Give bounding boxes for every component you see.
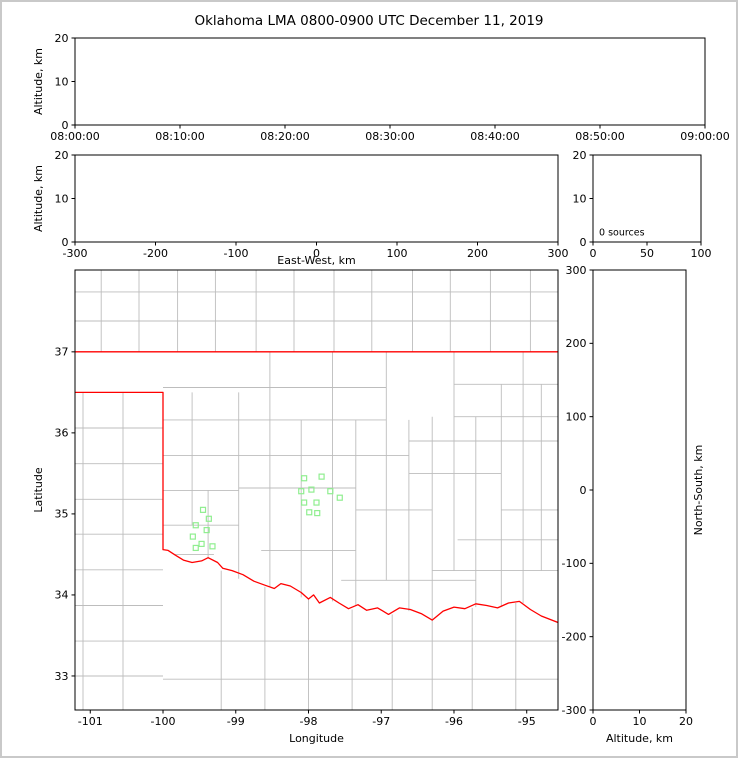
lma-station-marker <box>327 488 334 495</box>
x-tick-label: -98 <box>300 715 318 728</box>
x-tick-label: -200 <box>143 247 168 260</box>
x-tick-label: 08:30:00 <box>365 130 414 143</box>
x-tick-label: 100 <box>691 247 712 260</box>
x-tick-label: 0 <box>590 715 597 728</box>
lma-station-marker <box>318 473 325 480</box>
lma-station-marker <box>301 499 308 506</box>
x-tick-label: 08:40:00 <box>470 130 519 143</box>
x-tick-label: 200 <box>467 247 488 260</box>
lma-station-marker <box>336 494 343 501</box>
y-axis-title: Altitude, km <box>32 48 45 115</box>
x-axis-title: Longitude <box>289 732 344 745</box>
lma-station-marker <box>192 522 199 529</box>
x-tick-label: 0 <box>590 247 597 260</box>
lma-station-marker <box>189 533 196 540</box>
y-tick-label: 0 <box>580 236 587 249</box>
axes-box <box>74 269 559 711</box>
y-tick-label: 300 <box>566 264 587 277</box>
lma-station-marker <box>306 509 313 516</box>
county-boundaries <box>75 270 558 710</box>
y-tick-label: 10 <box>55 75 69 88</box>
x-tick-label: 08:20:00 <box>260 130 309 143</box>
lma-station-marker <box>205 515 212 522</box>
x-tick-label: 300 <box>548 247 569 260</box>
y-tick-label: 10 <box>55 192 69 205</box>
lma-station-marker <box>209 543 216 550</box>
y-tick-label: -100 <box>562 557 587 570</box>
lma-station-marker <box>198 540 205 547</box>
panel-plan-view: -101 -100 -99 -98 -97 -96 -95 33 34 35 36 37 Longitu… <box>32 269 559 745</box>
y-axis-title: North-South, km <box>692 445 705 536</box>
y-tick-label: 20 <box>573 149 587 162</box>
lma-station-marker <box>301 475 308 482</box>
y-tick-label: 200 <box>566 337 587 350</box>
lma-station-marker <box>192 544 199 552</box>
y-tick-label: 33 <box>55 670 69 683</box>
state-boundary <box>75 351 558 624</box>
y-tick-label: 20 <box>55 32 69 45</box>
lma-station-marker <box>298 488 305 495</box>
y-tick-label: 100 <box>566 410 587 423</box>
x-tick-label: -96 <box>445 715 463 728</box>
lma-stations <box>189 473 343 552</box>
panel-ns-height: 0 10 20 -300 -200 -100 0 100 200 300 Altitude, km N… <box>562 264 705 745</box>
panel-ew-height: -300 -200 -100 0 100 200 300 0 10 20 East-West, km… <box>32 149 569 267</box>
x-tick-label: -100 <box>224 247 249 260</box>
y-axis-title: Altitude, km <box>32 165 45 232</box>
x-tick-label: 09:00:00 <box>680 130 729 143</box>
map-content <box>75 270 558 710</box>
x-axis-title: East-West, km <box>277 254 355 267</box>
lma-station-marker <box>314 509 321 517</box>
axes-box <box>592 269 687 711</box>
lma-station-marker <box>199 506 207 513</box>
x-tick-label: 08:00:00 <box>50 130 99 143</box>
y-tick-label: 0 <box>62 236 69 249</box>
axes-box <box>74 154 559 243</box>
y-tick-label: 20 <box>55 149 69 162</box>
y-tick-label: -300 <box>562 704 587 717</box>
x-tick-label: 0 <box>313 247 320 260</box>
y-tick-label: 35 <box>55 508 69 521</box>
x-tick-label: 100 <box>387 247 408 260</box>
x-tick-label: -100 <box>151 715 176 728</box>
axes-box <box>74 37 706 126</box>
source-count-annotation: 0 sources <box>599 228 645 239</box>
lma-station-marker <box>313 499 320 506</box>
y-tick-label: 34 <box>55 589 69 602</box>
y-tick-label: 36 <box>55 427 69 440</box>
x-tick-label: -99 <box>227 715 245 728</box>
panel-time-height: 08:00:00 08:10:00 08:20:00 08:30:00 08:40:00… <box>32 32 730 143</box>
x-axis-title: Altitude, km <box>606 732 673 745</box>
figure-title: Oklahoma LMA 0800-0900 UTC December 11, … <box>194 13 544 29</box>
x-tick-label: 08:50:00 <box>575 130 624 143</box>
y-tick-label: 37 <box>55 346 69 359</box>
y-tick-label: -200 <box>562 630 587 643</box>
x-tick-label: 50 <box>640 247 654 260</box>
y-tick-label: 0 <box>580 484 587 497</box>
state-boundary-line <box>75 391 558 624</box>
lma-station-marker <box>203 527 210 534</box>
panel-altitude-histogram: 0 50 100 0 10 20 0 sources <box>573 149 712 260</box>
y-tick-label: 0 <box>62 119 69 132</box>
x-tick-label: -101 <box>78 715 103 728</box>
x-tick-label: -95 <box>518 715 536 728</box>
y-axis-title: Latitude <box>32 467 45 513</box>
x-tick-label: -97 <box>372 715 390 728</box>
lma-station-marker <box>308 486 315 493</box>
x-tick-label: 08:10:00 <box>155 130 204 143</box>
x-tick-label: -300 <box>63 247 88 260</box>
x-tick-label: 20 <box>679 715 693 728</box>
x-tick-label: 10 <box>633 715 647 728</box>
y-tick-label: 10 <box>573 192 587 205</box>
